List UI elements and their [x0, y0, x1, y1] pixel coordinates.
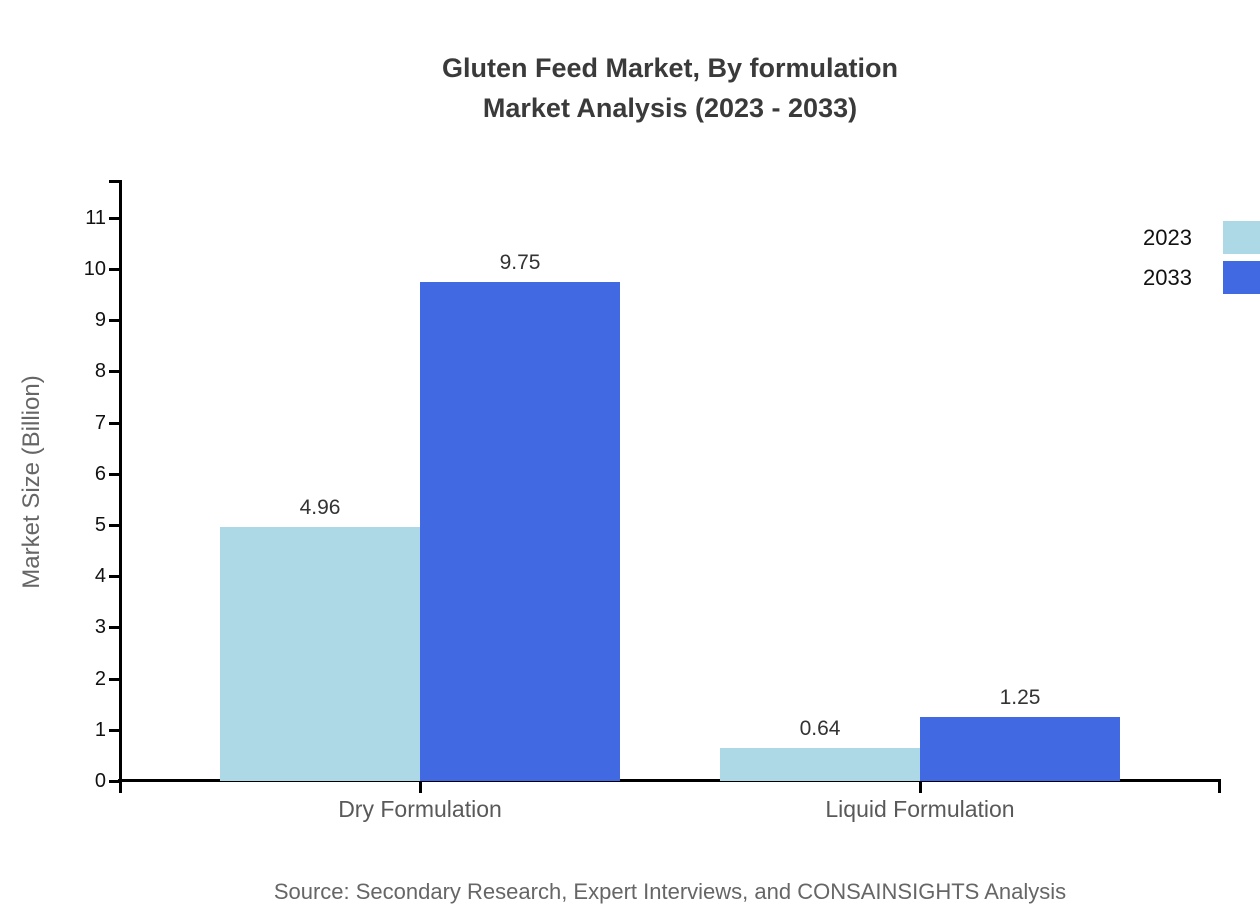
bar-value-label: 1.25: [999, 686, 1041, 709]
y-tick-label: 8: [94, 360, 106, 383]
x-tick-mark: [419, 782, 422, 793]
y-tick-label: 10: [83, 258, 106, 280]
bar-value-label: 9.75: [499, 251, 541, 274]
y-axis-line: [119, 180, 122, 793]
y-tick-mark: [109, 370, 119, 374]
chart-title: Gluten Feed Market, By formulation Marke…: [140, 48, 1200, 128]
y-tick-label: 4: [94, 565, 106, 588]
bar-2023: [720, 748, 920, 781]
x-axis-line: [118, 779, 1221, 782]
legend-swatch-2033: [1223, 261, 1260, 294]
bar-2033: [420, 282, 620, 781]
bar-2023: [220, 527, 420, 781]
x-tick-mark: [919, 782, 922, 793]
bar-2033: [920, 717, 1120, 781]
y-tick-mark: [109, 268, 119, 271]
y-tick-mark: [109, 524, 119, 527]
y-tick-mark: [109, 677, 119, 681]
y-tick-label: 7: [94, 411, 106, 434]
bar-value-label: 4.96: [299, 496, 341, 519]
y-tick-label: 6: [94, 462, 106, 485]
legend-label-2023: 2023: [1143, 225, 1192, 250]
category-label: Dry Formulation: [338, 796, 502, 822]
y-tick-mark: [109, 728, 119, 732]
legend-swatch-2023: [1223, 221, 1260, 254]
y-tick-label: 11: [85, 206, 106, 229]
y-tick-mark: [109, 780, 119, 783]
bar-value-label: 0.64: [799, 717, 841, 740]
y-tick-mark: [109, 472, 119, 476]
chart-title-line2: Market Analysis (2023 - 2033): [482, 93, 858, 123]
y-tick-label: 3: [94, 616, 106, 639]
y-tick-label: 5: [94, 514, 106, 536]
y-tick-label: 1: [94, 718, 106, 741]
y-tick-label: 0: [94, 770, 106, 792]
y-tick-mark: [109, 626, 119, 630]
y-tick-label: 2: [94, 667, 106, 690]
y-tick-label: 9: [94, 309, 106, 332]
chart-title-line1: Gluten Feed Market, By formulation: [441, 53, 899, 83]
y-tick-mark: [109, 421, 119, 425]
legend-label-2033: 2033: [1143, 265, 1192, 290]
category-label: Liquid Formulation: [825, 796, 1015, 822]
x-axis-cap-tick: [1218, 782, 1221, 793]
y-axis-cap-tick: [109, 180, 119, 183]
y-tick-mark: [109, 575, 119, 579]
y-tick-mark: [109, 216, 119, 220]
y-tick-mark: [109, 319, 119, 323]
source-note: Source: Secondary Research, Expert Inter…: [273, 879, 1067, 904]
